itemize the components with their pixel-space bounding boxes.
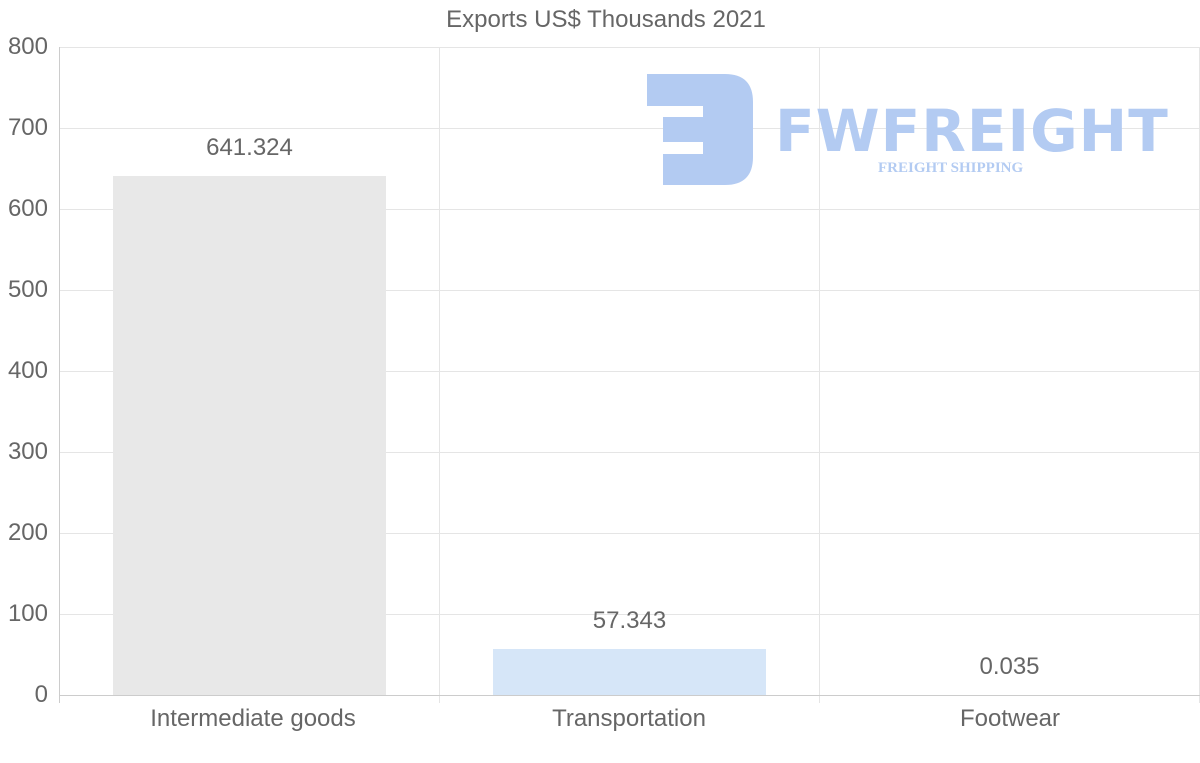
- gridline: [59, 290, 1200, 291]
- gridline: [59, 128, 1200, 129]
- y-tick: 500: [7, 276, 48, 303]
- x-tick-label: Transportation: [552, 705, 706, 732]
- watermark-tagline: FREIGHT SHIPPING: [878, 160, 1024, 176]
- x-tick-label: Intermediate goods: [150, 705, 356, 732]
- fwfreight-logo-icon: [647, 74, 753, 185]
- x-axis-line: [59, 695, 1200, 696]
- y-tick: 600: [7, 195, 48, 222]
- gridline: [59, 209, 1200, 210]
- y-axis-line: [59, 47, 60, 703]
- gridline: [59, 371, 1200, 372]
- bar-intermediate-goods[interactable]: [113, 175, 386, 695]
- watermark-brand: FWFREIGHT: [775, 97, 1169, 165]
- y-tick: 800: [7, 33, 48, 60]
- y-tick: 0: [34, 681, 48, 708]
- bar-transportation[interactable]: [493, 648, 766, 695]
- gridline: [439, 47, 440, 703]
- value-label: 641.324: [206, 133, 293, 161]
- y-tick: 200: [7, 519, 48, 546]
- y-tick: 300: [7, 438, 48, 465]
- gridline: [59, 47, 1200, 48]
- gridline: [819, 47, 820, 703]
- chart-title: Exports US$ Thousands 2021: [446, 6, 766, 33]
- y-tick: 100: [7, 600, 48, 627]
- value-label: 0.035: [979, 652, 1040, 680]
- gridline: [59, 533, 1200, 534]
- plot-area: [59, 47, 1200, 703]
- x-tick-label: Footwear: [959, 705, 1061, 732]
- y-tick: 400: [7, 357, 48, 384]
- y-tick: 700: [7, 114, 48, 141]
- gridline: [59, 614, 1200, 615]
- watermark-logo: FWFREIGHT FREIGHT SHIPPING: [645, 72, 1168, 187]
- value-label: 57.343: [592, 606, 667, 634]
- gridline: [59, 452, 1200, 453]
